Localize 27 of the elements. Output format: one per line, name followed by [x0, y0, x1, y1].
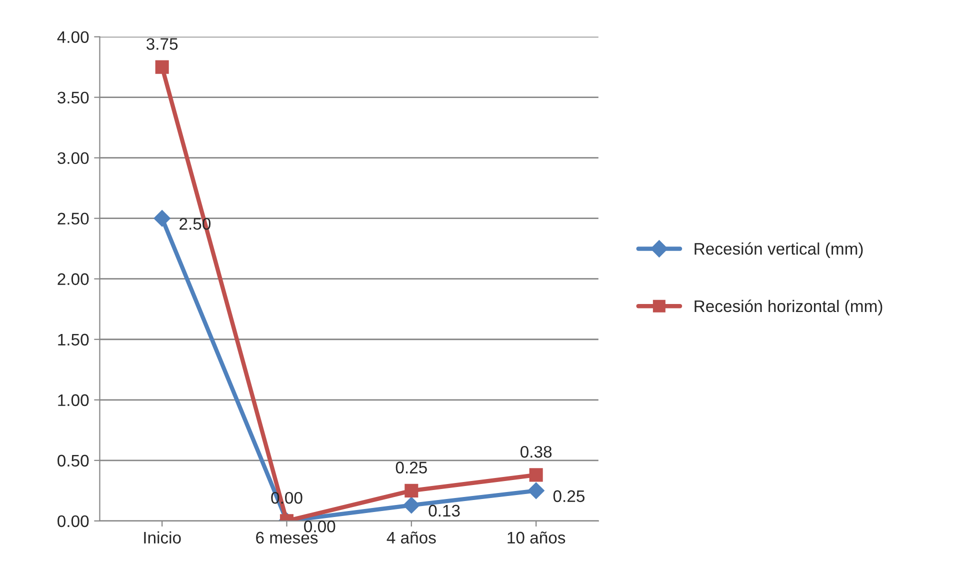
data-label: 0.38	[520, 446, 552, 458]
y-tick-label: 1.00	[58, 394, 89, 406]
y-tick-label: 3.50	[58, 92, 89, 104]
x-tick-label: 6 meses	[256, 532, 318, 544]
x-tick-label: 4 años	[386, 531, 436, 544]
y-tick-label: 2.50	[58, 212, 89, 225]
y-tick-label: 2.00	[58, 273, 89, 286]
y-tick-label: 0.00	[58, 515, 89, 528]
x-tick-label: 10 años	[508, 531, 566, 544]
data-label: 0.25	[396, 462, 427, 474]
point	[404, 484, 418, 498]
data-label: 3.75	[146, 38, 178, 50]
y-tick-label: 0.50	[58, 454, 89, 467]
y-tick-label: 4.00	[57, 31, 89, 43]
data-label: 0.25	[553, 490, 584, 502]
legend-label: Recesión horizontal (mm)	[694, 300, 882, 316]
point	[154, 210, 170, 227]
legend-label: Recesión vertical (mm)	[694, 242, 863, 258]
data-label: 0.00	[304, 520, 336, 532]
y-tick-label: 3.00	[58, 152, 89, 164]
point	[403, 496, 420, 514]
x-tick-label: Inicio	[144, 531, 181, 544]
point	[529, 468, 543, 482]
point	[155, 60, 169, 74]
data-label: 0.13	[428, 504, 460, 517]
y-tick-label: 1.50	[58, 334, 89, 346]
point	[528, 482, 544, 500]
